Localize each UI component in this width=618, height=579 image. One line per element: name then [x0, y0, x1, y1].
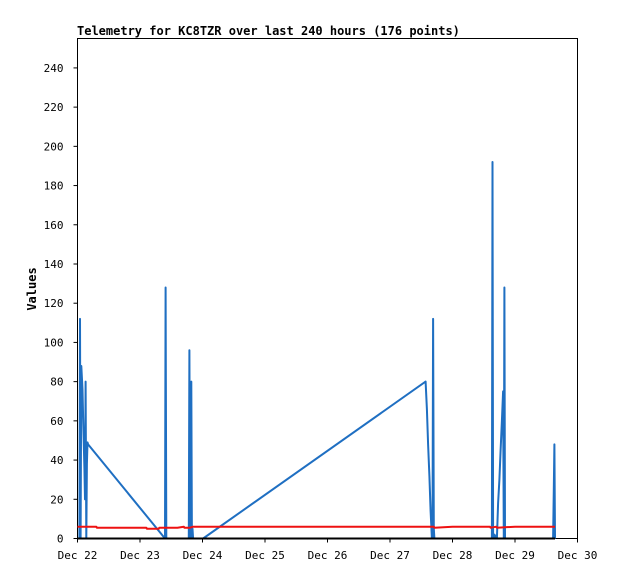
y-axis: 0 20 40 60 80 100 120 140 160 180 200 220 240 — [44, 62, 78, 546]
x-tick-label: Dec 24 — [183, 549, 223, 562]
y-tick-label: 140 — [44, 258, 64, 271]
y-tick-label: 180 — [44, 180, 64, 193]
x-tick-label: Dec 25 — [245, 549, 285, 562]
x-tick-label: Dec 30 — [558, 549, 598, 562]
y-tick-label: 20 — [50, 493, 63, 506]
chart-title: Telemetry for KC8TZR over last 240 hours… — [77, 24, 460, 38]
y-tick-label: 240 — [44, 62, 64, 75]
series-line-0 — [78, 161, 556, 540]
y-tick-label: 200 — [44, 140, 64, 153]
data-series — [77, 161, 556, 540]
y-tick-label: 40 — [50, 454, 63, 467]
x-tick-label: Dec 22 — [58, 549, 98, 562]
x-tick-label: Dec 27 — [370, 549, 410, 562]
y-axis-label: Values — [25, 267, 39, 310]
y-tick-label: 100 — [44, 336, 64, 349]
series-line-1 — [77, 525, 555, 530]
x-tick-label: Dec 29 — [495, 549, 535, 562]
y-tick-label: 60 — [50, 415, 63, 428]
x-tick-label: Dec 28 — [433, 549, 473, 562]
y-tick-label: 80 — [50, 376, 63, 389]
x-tick-label: Dec 26 — [308, 549, 348, 562]
x-tick-label: Dec 23 — [120, 549, 160, 562]
y-tick-label: 0 — [57, 533, 64, 546]
x-axis: Dec 22 Dec 23 Dec 24 Dec 25 Dec 26 Dec 27 Dec … — [58, 538, 598, 562]
y-tick-label: 160 — [44, 219, 64, 232]
y-tick-label: 120 — [44, 297, 64, 310]
y-tick-label: 220 — [44, 101, 64, 114]
